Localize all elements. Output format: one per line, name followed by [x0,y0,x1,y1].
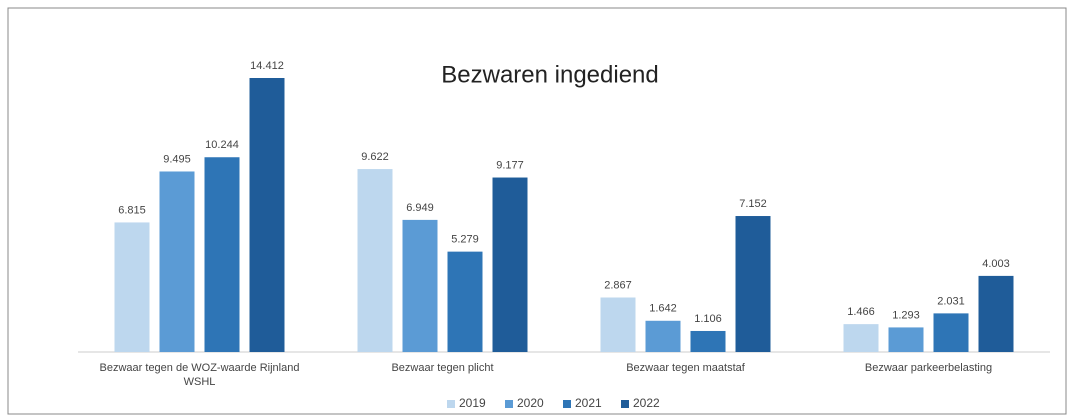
bar [447,251,483,352]
legend-label: 2021 [575,396,602,410]
data-label: 2.867 [604,279,632,291]
x-tick-label: Bezwaar tegen maatstaf [626,362,745,374]
data-label: 1.642 [649,303,677,315]
bar [690,330,726,352]
x-tick-label: Bezwaar tegen plicht [391,362,494,374]
bar [249,78,285,352]
legend-swatch [563,400,571,408]
data-label: 6.815 [118,204,146,216]
data-label: 10.244 [205,139,239,151]
bar [204,157,240,352]
data-label: 1.466 [847,306,875,318]
bar [492,177,528,352]
bar [645,320,681,352]
x-tick-label: Bezwaar tegen de WOZ-waarde Rijnland WSH… [99,362,300,388]
data-label: 9.495 [163,153,191,165]
bar [114,222,150,352]
data-label: 9.177 [496,159,524,171]
legend-label: 2020 [517,396,544,410]
legend-swatch [447,400,455,408]
bar [402,219,438,352]
data-label: 14.412 [250,60,284,72]
data-label: 7.152 [739,198,767,210]
data-label: 4.003 [982,258,1010,270]
bar [159,171,195,352]
bar [843,324,879,352]
bar [357,169,393,352]
bar [600,297,636,352]
data-label: 1.293 [892,309,920,321]
bar [933,313,969,352]
data-label: 1.106 [694,313,722,325]
x-tick-label: Bezwaar parkeerbelasting [864,362,993,374]
legend-label: 2019 [459,396,486,410]
bar [735,216,771,352]
bar [888,327,924,352]
bar [978,275,1014,352]
legend-label: 2022 [633,396,660,410]
data-label: 5.279 [451,234,479,246]
chart-title: Bezwaren ingediend [441,61,659,88]
data-label: 6.949 [406,202,434,214]
chart-frame [7,7,1067,415]
data-label: 9.622 [361,151,389,163]
legend-swatch [505,400,513,408]
data-label: 2.031 [937,295,965,307]
legend-swatch [621,400,629,408]
